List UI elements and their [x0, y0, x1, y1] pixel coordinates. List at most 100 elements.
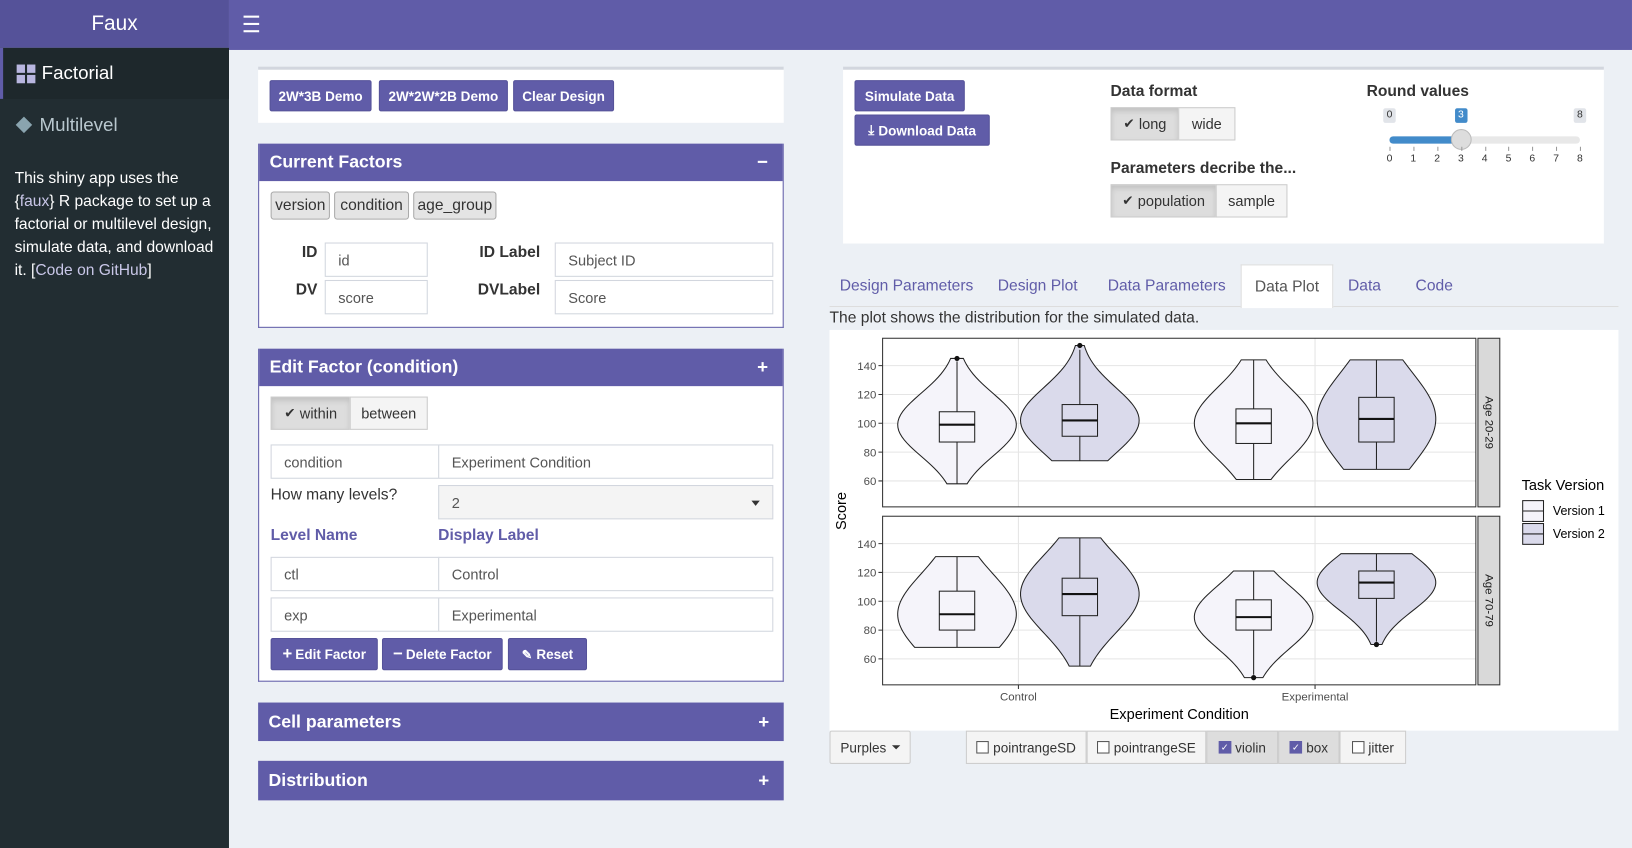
- box: [938, 411, 976, 443]
- box-header: Edit Factor (condition) +: [259, 348, 783, 387]
- checkbox[interactable]: violin: [1206, 730, 1279, 764]
- column-header: Display Label: [438, 526, 539, 545]
- legend-label: Version 2: [1553, 527, 1605, 541]
- input[interactable]: Score: [554, 279, 774, 315]
- y-tick-label: 80: [864, 447, 877, 459]
- slider-tick: [1556, 146, 1558, 151]
- slider-tick: [1508, 146, 1510, 151]
- tab[interactable]: Data Plot: [1240, 264, 1334, 309]
- input[interactable]: score: [324, 279, 428, 315]
- toggle-option[interactable]: between: [349, 396, 428, 430]
- expand[interactable]: +: [758, 769, 770, 791]
- plot-options: pointrangeSDpointrangeSEviolinboxjitter: [965, 730, 1407, 764]
- field-label: DVLabel: [477, 281, 541, 299]
- toggle-option[interactable]: within: [270, 396, 351, 430]
- expand[interactable]: +: [758, 710, 770, 732]
- expand[interactable]: +: [757, 356, 769, 378]
- box-header: Current Factors −: [259, 143, 783, 182]
- panel-border: [882, 337, 1477, 508]
- input[interactable]: Control: [438, 556, 774, 592]
- slider-tick-label: 3: [1457, 152, 1464, 165]
- tab[interactable]: Design Plot: [997, 276, 1078, 295]
- button-label: Download Data: [878, 122, 977, 138]
- y-axis-title: Score: [834, 492, 850, 530]
- field-label: DV: [295, 281, 318, 299]
- field-label: ID: [301, 243, 318, 262]
- legend-title: Task Version: [1522, 478, 1605, 494]
- edit-factor-box: Edit Factor (condition)+ within between …: [258, 348, 784, 682]
- tab[interactable]: Data Parameters: [1107, 276, 1226, 295]
- toggle-option[interactable]: sample: [1215, 184, 1288, 218]
- input[interactable]: condition: [270, 444, 440, 479]
- factor-tag[interactable]: age_group: [413, 191, 497, 220]
- y-tick-label: 120: [857, 568, 876, 580]
- about-text: This shiny app uses the {: [14, 169, 179, 211]
- checkbox[interactable]: jitter: [1339, 730, 1407, 764]
- strip: [1477, 337, 1501, 508]
- select[interactable]: 2: [438, 485, 774, 520]
- button-label: Delete Factor: [405, 646, 492, 662]
- tab[interactable]: Design Parameters: [839, 276, 974, 295]
- y-tick-label: 140: [857, 539, 876, 551]
- slider-tick-label: 7: [1553, 152, 1560, 165]
- tab[interactable]: Code: [1415, 276, 1453, 295]
- menu-item[interactable]: Multilevel: [0, 100, 229, 150]
- top-bar: [228, 0, 1632, 50]
- checkbox[interactable]: pointrangeSD: [965, 730, 1087, 764]
- brand: Faux: [0, 0, 229, 48]
- input[interactable]: exp: [270, 597, 440, 632]
- input[interactable]: Experiment Condition: [438, 444, 774, 479]
- checkbox[interactable]: pointrangeSE: [1086, 730, 1207, 764]
- factor-tag[interactable]: condition: [334, 191, 410, 220]
- slider-label: 8: [1573, 108, 1587, 123]
- input[interactable]: id: [324, 242, 428, 277]
- outlier: [1077, 342, 1083, 349]
- toggle-option[interactable]: population: [1110, 184, 1217, 218]
- icon: [16, 64, 36, 83]
- button[interactable]: ⤓ Download Data: [854, 114, 990, 146]
- menu-label: Factorial: [41, 62, 114, 84]
- slider-tick-label: 5: [1505, 152, 1512, 165]
- button-label: Reset: [536, 646, 574, 662]
- y-tick-label: 80: [864, 625, 877, 637]
- collapsed-box[interactable]: Cell parameters +: [258, 702, 784, 742]
- input[interactable]: Experimental: [438, 597, 774, 632]
- input[interactable]: ctl: [270, 556, 440, 592]
- slider[interactable]: 0 8 3 0 1 2 3 4 5 6 7 8: [1363, 105, 1592, 167]
- input[interactable]: Subject ID: [554, 242, 774, 277]
- plot-area: 60 80 100 120 140 Age 20-29 60 80 100 120 140 Age 7…: [829, 329, 1619, 731]
- outlier: [954, 355, 960, 362]
- collapsed-box[interactable]: Distribution +: [258, 760, 784, 801]
- button[interactable]: 2W*3B Demo: [269, 80, 372, 112]
- toggle-option[interactable]: long: [1110, 107, 1180, 141]
- x-tick-label: Experimental: [1282, 691, 1349, 703]
- button[interactable]: − Delete Factor: [381, 638, 503, 671]
- demo-box: 2W*3B Demo 2W*2W*2B Demo Clear Design: [258, 66, 784, 123]
- slider-tick-label: 2: [1434, 152, 1440, 165]
- sidebar: Factorial Multilevel This shiny app uses…: [0, 47, 229, 848]
- menu-item[interactable]: Factorial: [0, 47, 229, 99]
- button[interactable]: 2W*2W*2B Demo: [378, 80, 508, 112]
- button[interactable]: ✎ Reset: [507, 638, 588, 671]
- toggle-option[interactable]: wide: [1178, 107, 1236, 141]
- factor-tag[interactable]: version: [270, 191, 330, 220]
- tabs: Design Parameters Design Plot Data Paramet…: [829, 264, 1619, 309]
- link[interactable]: Code on GitHub: [35, 261, 148, 279]
- tab[interactable]: Data: [1347, 276, 1381, 295]
- palette-dropdown[interactable]: Purples: [829, 730, 911, 764]
- button[interactable]: Simulate Data: [854, 80, 965, 112]
- box: [1235, 599, 1272, 631]
- x-tick-label: Control: [1000, 691, 1037, 703]
- y-tick-label: 140: [857, 361, 876, 373]
- checkbox[interactable]: box: [1278, 730, 1340, 764]
- link[interactable]: faux: [19, 192, 50, 211]
- menu-toggle[interactable]: [243, 15, 260, 33]
- slider-tick: [1460, 146, 1462, 151]
- collapse[interactable]: −: [757, 151, 769, 173]
- slider-tick: [1484, 146, 1486, 151]
- button[interactable]: Clear Design: [513, 80, 615, 112]
- button[interactable]: + Edit Factor: [270, 638, 378, 671]
- slider-tick-label: 8: [1577, 152, 1583, 165]
